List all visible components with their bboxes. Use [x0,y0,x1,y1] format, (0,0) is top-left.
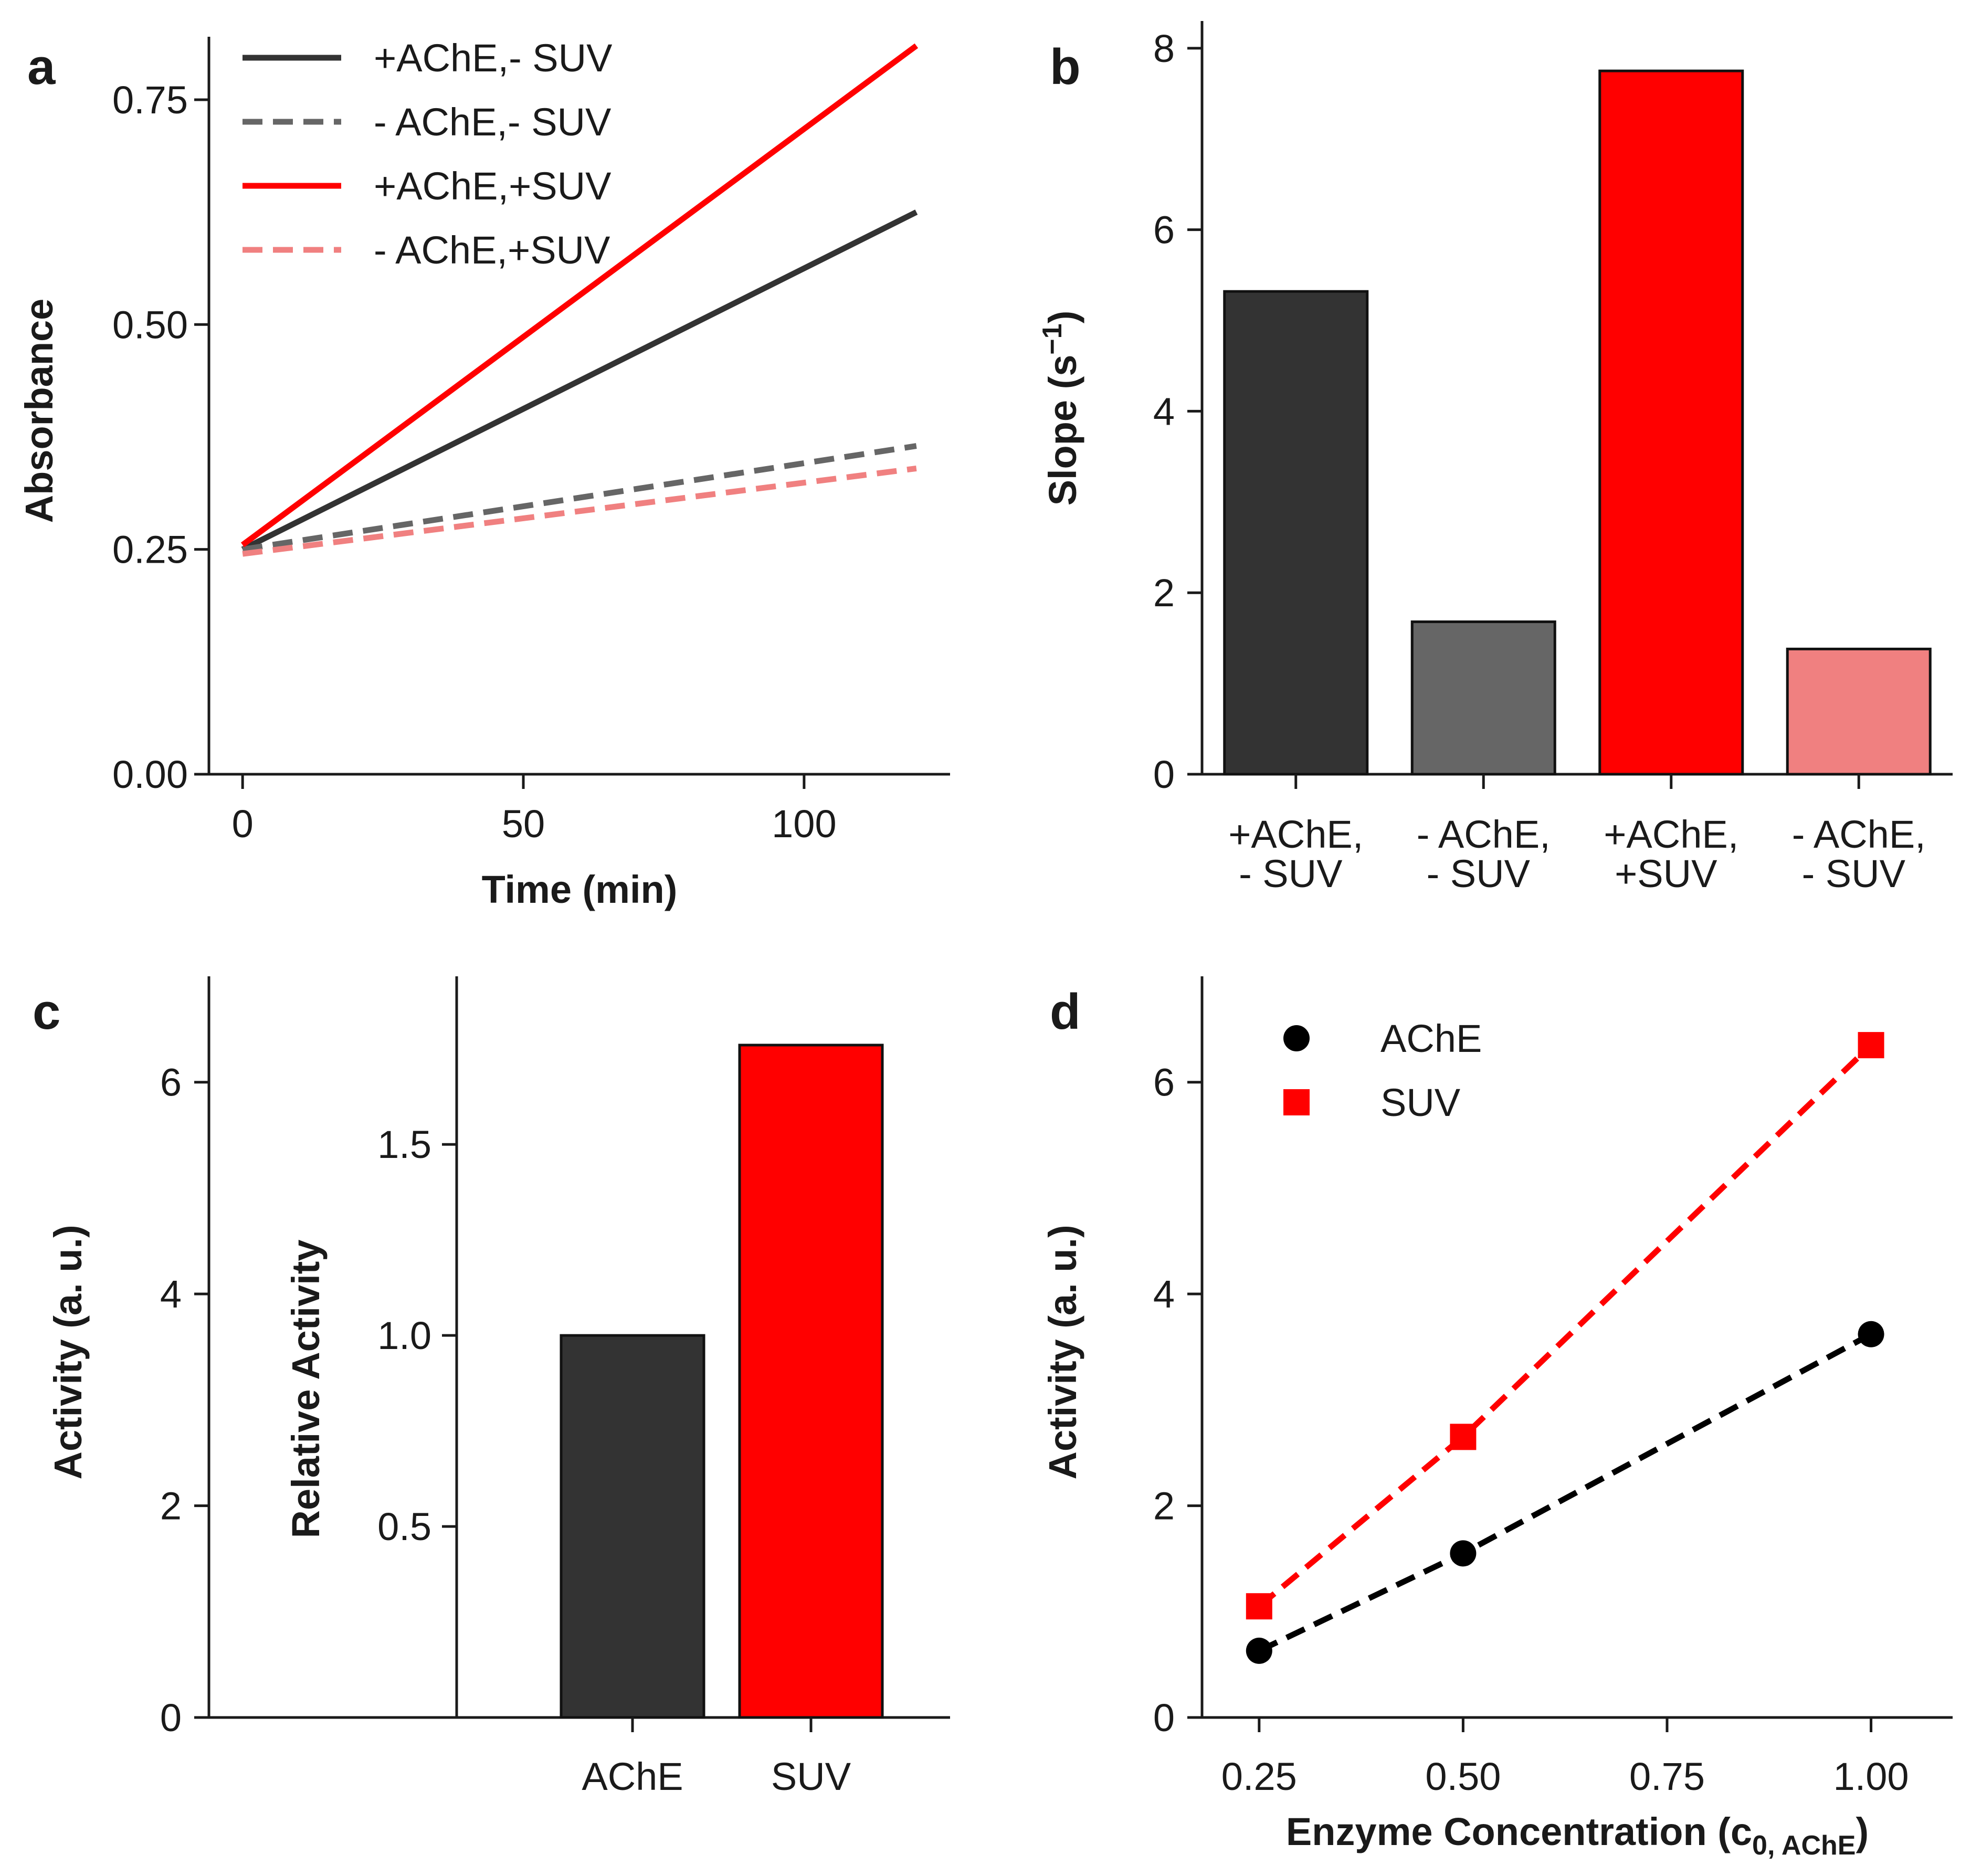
d-y-tick-label: 2 [1153,1484,1175,1528]
a-y-axis-label: Absorbance [17,299,61,523]
a-series-line-3 [240,43,919,547]
c-category-label: AChE [582,1755,683,1798]
a-legend-label-3: +AChE,+SUV [374,164,612,208]
d-point-suv [1858,1032,1884,1059]
d-legend-label-ache: AChE [1380,1017,1482,1060]
c-inner-y-tick-label: 1.0 [377,1314,431,1357]
a-series-line-4 [242,465,917,557]
d-x-tick-label: 0.25 [1221,1755,1297,1798]
b-y-axis-label: Slope (s−1) [1037,311,1084,506]
b-bar-3 [1598,69,1744,776]
a-y-tick-label: 0.75 [112,78,188,122]
panel-a-line-chart: 0.00 0.25 0.50 0.75 0 50 100 Time (min) Absorban… [17,36,950,911]
a-y-tick-label: 0.50 [112,303,188,346]
b-bar-2 [1410,620,1556,776]
d-point-ache [1246,1637,1272,1664]
a-x-axis-label: Time (min) [482,868,678,911]
a-x-tick-label: 0 [232,802,254,846]
a-series-line-1 [241,209,918,552]
panel-d-line-chart: 0 2 4 6 0.25 0.50 0.75 1.00 Activity (a. u.) Enzy… [1041,976,1953,1861]
d-x-tick-label: 1.00 [1833,1755,1909,1798]
d-x-tick-label: 0.50 [1425,1755,1501,1798]
c-y-tick-label: 2 [160,1484,182,1528]
panel-letter-d: d [1050,984,1081,1040]
b-category-label-line2: - SUV [1239,852,1343,895]
d-point-suv [1450,1424,1477,1450]
d-x-axis-label: Enzyme Concentration (c0, AChE) [1286,1810,1869,1861]
a-legend-label-4: - AChE,+SUV [374,228,610,272]
d-y-tick-label: 0 [1153,1696,1175,1740]
panel-letter-a: a [27,39,56,95]
b-y-tick-label: 6 [1153,208,1175,252]
d-legend-label-suv: SUV [1380,1081,1461,1124]
d-legend-marker-ache [1283,1025,1310,1051]
d-series-line-suv [1257,1043,1873,1609]
c-y-tick-label: 6 [160,1061,182,1104]
b-y-tick-label: 2 [1153,571,1175,615]
a-x-tick-label: 100 [772,802,836,846]
d-point-ache [1450,1540,1477,1567]
b-category-label-line2: +SUV [1615,852,1717,895]
b-bar-4 [1786,647,1932,776]
b-bar-1 [1223,290,1369,776]
b-y-tick-label: 8 [1153,27,1175,70]
d-y-axis-label: Activity (a. u.) [1041,1225,1084,1479]
b-category-label-line1: +AChE, [1228,813,1363,856]
a-legend-label-1: +AChE,- SUV [374,36,613,80]
d-legend-marker-suv [1283,1089,1310,1115]
d-y-tick-label: 6 [1153,1061,1175,1104]
d-point-ache [1858,1321,1884,1347]
b-y-tick-label: 0 [1153,753,1175,796]
c-y-tick-label: 4 [160,1272,182,1316]
panel-letter-c: c [33,984,60,1040]
b-category-label-line2: - SUV [1802,852,1906,895]
a-x-tick-label: 50 [502,802,545,846]
c-bar-suv [738,1044,884,1719]
c-inner-y-tick-label: 0.5 [377,1505,431,1548]
c-bar-ache [560,1334,705,1719]
panel-letter-b: b [1050,39,1081,95]
c-inner-y-tick-label: 1.5 [377,1123,431,1166]
a-series-line-2 [242,443,917,553]
a-y-tick-label: 0.00 [112,753,188,796]
d-y-tick-label: 4 [1153,1272,1175,1316]
b-y-tick-label: 4 [1153,389,1175,433]
c-y-axis-label: Activity (a. u.) [46,1225,90,1479]
a-y-tick-label: 0.25 [112,528,188,572]
panel-c-bar-chart: 0 2 4 6 Activity (a. u.) 0.5 1.0 1.5 Relative Ac… [46,976,950,1798]
b-category-label-line1: +AChE, [1604,813,1738,856]
c-y-tick-label: 0 [160,1696,182,1740]
c-category-label: SUV [771,1755,851,1798]
d-series-line-ache [1258,1331,1873,1653]
d-x-tick-label: 0.75 [1629,1755,1705,1798]
b-category-label-line1: - AChE, [1417,813,1551,856]
a-legend-label-2: - AChE,- SUV [374,100,612,144]
c-inner-y-axis-label: Relative Activity [284,1240,328,1538]
b-category-label-line1: - AChE, [1792,813,1926,856]
b-category-label-line2: - SUV [1427,852,1531,895]
d-point-suv [1246,1593,1272,1620]
